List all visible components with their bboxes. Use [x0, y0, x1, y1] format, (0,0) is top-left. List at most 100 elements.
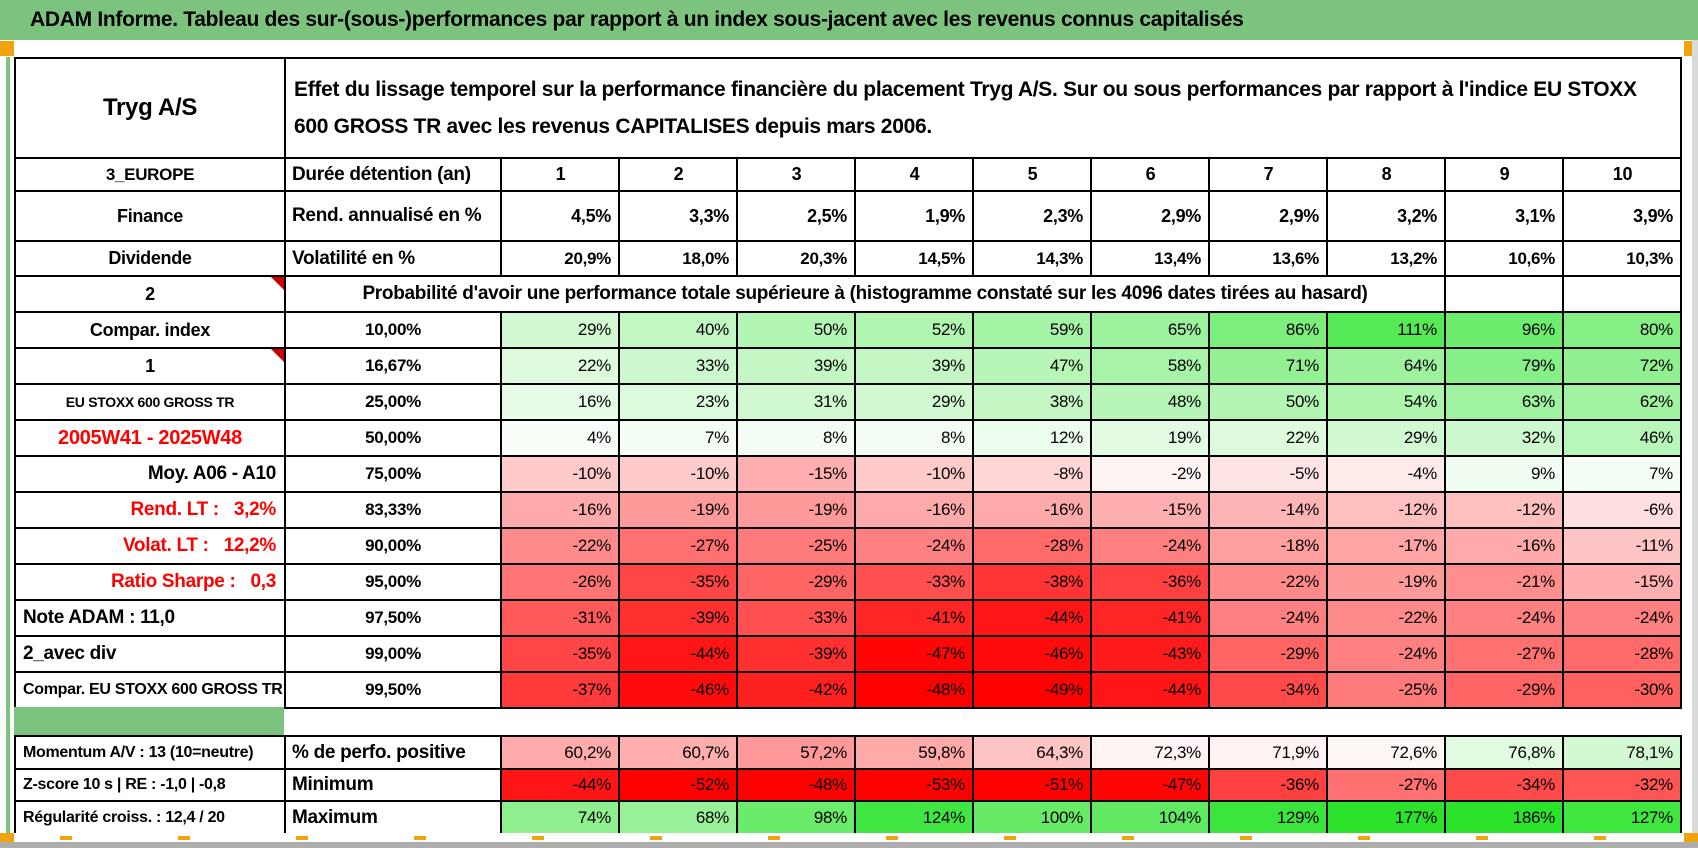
data-cell[interactable]: 4,5%	[500, 190, 620, 242]
data-cell[interactable]: -38%	[972, 563, 1092, 601]
data-cell[interactable]: -39%	[618, 599, 738, 637]
data-cell[interactable]: 2,9%	[1090, 190, 1210, 242]
description-cell[interactable]: Effet du lissage temporel sur la perform…	[284, 57, 1682, 159]
data-cell[interactable]: 71,9%	[1208, 735, 1328, 770]
data-cell[interactable]: -25%	[1326, 671, 1446, 709]
data-cell[interactable]: 32%	[1444, 419, 1564, 457]
data-cell[interactable]: 13,2%	[1326, 240, 1446, 277]
data-cell[interactable]: 129%	[1208, 800, 1328, 835]
data-cell[interactable]: -44%	[500, 768, 620, 802]
data-cell[interactable]: -22%	[1326, 599, 1446, 637]
row-header-cell[interactable]: 2	[14, 275, 286, 313]
data-cell[interactable]: 29%	[500, 311, 620, 349]
threshold-cell[interactable]: 99,50%	[284, 671, 502, 709]
data-cell[interactable]: 65%	[1090, 311, 1210, 349]
data-cell[interactable]: 63%	[1444, 383, 1564, 421]
data-cell[interactable]: -44%	[972, 599, 1092, 637]
data-cell[interactable]: -6%	[1562, 491, 1682, 529]
data-cell[interactable]: 29%	[1326, 419, 1446, 457]
data-cell[interactable]: 5	[972, 157, 1092, 192]
data-cell[interactable]: 39%	[736, 347, 856, 385]
row-header-cell[interactable]: Rend. LT : 3,2%	[14, 491, 286, 529]
asset-name-cell[interactable]: Tryg A/S	[14, 57, 286, 159]
data-cell[interactable]: 47%	[972, 347, 1092, 385]
data-cell[interactable]: -24%	[1090, 527, 1210, 565]
data-cell[interactable]: 46%	[1562, 419, 1682, 457]
data-cell[interactable]: -35%	[618, 563, 738, 601]
data-cell[interactable]: -44%	[618, 635, 738, 673]
data-cell[interactable]: 64%	[1326, 347, 1446, 385]
data-cell[interactable]: -17%	[1326, 527, 1446, 565]
data-cell[interactable]: 13,6%	[1208, 240, 1328, 277]
data-cell[interactable]: -33%	[736, 599, 856, 637]
data-cell[interactable]: -52%	[618, 768, 738, 802]
row-header-cell[interactable]: 1	[14, 347, 286, 385]
data-cell[interactable]: 9	[1444, 157, 1564, 192]
data-cell[interactable]: -51%	[972, 768, 1092, 802]
data-cell[interactable]: 54%	[1326, 383, 1446, 421]
data-cell[interactable]: -16%	[854, 491, 974, 529]
data-cell[interactable]: 8%	[736, 419, 856, 457]
data-cell[interactable]: -37%	[500, 671, 620, 709]
data-cell[interactable]: -39%	[736, 635, 856, 673]
data-cell[interactable]: 10,6%	[1444, 240, 1564, 277]
data-cell[interactable]: 96%	[1444, 311, 1564, 349]
row-header-cell[interactable]: Volat. LT : 12,2%	[14, 527, 286, 565]
data-cell[interactable]: 16%	[500, 383, 620, 421]
data-cell[interactable]: 60,7%	[618, 735, 738, 770]
data-cell[interactable]: 57,2%	[736, 735, 856, 770]
data-cell[interactable]: 40%	[618, 311, 738, 349]
data-cell[interactable]: 18,0%	[618, 240, 738, 277]
row-header-cell[interactable]: Ratio Sharpe : 0,3	[14, 563, 286, 601]
data-cell[interactable]: 3,3%	[618, 190, 738, 242]
threshold-cell[interactable]: % de perfo. positive	[284, 735, 502, 770]
data-cell[interactable]: 80%	[1562, 311, 1682, 349]
data-cell[interactable]: -15%	[736, 455, 856, 493]
data-cell[interactable]: -4%	[1326, 455, 1446, 493]
data-cell[interactable]: -36%	[1090, 563, 1210, 601]
threshold-cell[interactable]: 10,00%	[284, 311, 502, 349]
data-cell[interactable]: -53%	[854, 768, 974, 802]
data-cell[interactable]: 62%	[1562, 383, 1682, 421]
row-header-cell[interactable]: Régularité croiss. : 12,4 / 20	[14, 800, 286, 835]
data-cell[interactable]: 3,1%	[1444, 190, 1564, 242]
data-cell[interactable]: -10%	[500, 455, 620, 493]
data-cell[interactable]: -11%	[1562, 527, 1682, 565]
data-cell[interactable]: -27%	[1444, 635, 1564, 673]
data-cell[interactable]: -8%	[972, 455, 1092, 493]
data-cell[interactable]: 9%	[1444, 455, 1564, 493]
data-cell[interactable]: -19%	[1326, 563, 1446, 601]
data-cell[interactable]: -12%	[1444, 491, 1564, 529]
data-cell[interactable]: -10%	[618, 455, 738, 493]
data-cell[interactable]: -27%	[618, 527, 738, 565]
row-header-cell[interactable]: Z-score 10 s | RE : -1,0 | -0,8	[14, 768, 286, 802]
data-cell[interactable]: -41%	[1090, 599, 1210, 637]
row-header-cell[interactable]: 3_EUROPE	[14, 157, 286, 192]
data-cell[interactable]: 39%	[854, 347, 974, 385]
data-cell[interactable]: 7	[1208, 157, 1328, 192]
data-cell[interactable]: -16%	[972, 491, 1092, 529]
data-cell[interactable]: -27%	[1326, 768, 1446, 802]
data-cell[interactable]: -16%	[1444, 527, 1564, 565]
data-cell[interactable]: -15%	[1562, 563, 1682, 601]
data-cell[interactable]: -28%	[972, 527, 1092, 565]
data-cell[interactable]: -14%	[1208, 491, 1328, 529]
data-cell[interactable]: 98%	[736, 800, 856, 835]
threshold-cell[interactable]: 95,00%	[284, 563, 502, 601]
data-cell[interactable]: 48%	[1090, 383, 1210, 421]
threshold-cell[interactable]: Rend. annualisé en %	[284, 190, 502, 242]
row-header-cell[interactable]: Dividende	[14, 240, 286, 277]
empty-cell[interactable]	[1444, 275, 1564, 313]
data-cell[interactable]: -35%	[500, 635, 620, 673]
threshold-cell[interactable]: Durée détention (an)	[284, 157, 502, 192]
row-header-cell[interactable]: EU STOXX 600 GROSS TR	[14, 383, 286, 421]
data-cell[interactable]: 31%	[736, 383, 856, 421]
data-cell[interactable]: 100%	[972, 800, 1092, 835]
data-cell[interactable]: 3,2%	[1326, 190, 1446, 242]
data-cell[interactable]: -25%	[736, 527, 856, 565]
data-cell[interactable]: 7%	[1562, 455, 1682, 493]
threshold-cell[interactable]: 75,00%	[284, 455, 502, 493]
data-cell[interactable]: 59,8%	[854, 735, 974, 770]
data-cell[interactable]: 22%	[1208, 419, 1328, 457]
data-cell[interactable]: 124%	[854, 800, 974, 835]
